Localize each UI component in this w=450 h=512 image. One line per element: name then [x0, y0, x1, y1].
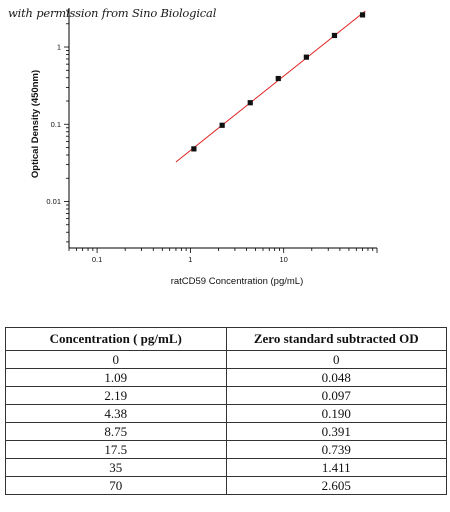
data-point	[303, 54, 309, 60]
cell-concentration: 35	[5, 458, 227, 477]
cell-od: 1.411	[225, 458, 447, 477]
table-row: 2.19 0.097	[5, 386, 447, 405]
chart-axes	[64, 8, 378, 253]
table-body: 0 0 1.09 0.048 2.19 0.097 4.38 0.190 8.75 0.391 17…	[5, 350, 447, 495]
cell-concentration: 70	[5, 476, 227, 495]
header-od: Zero standard subtracted OD	[225, 327, 447, 351]
cell-od: 2.605	[225, 476, 447, 495]
permission-watermark: with permission from Sino Biological	[8, 6, 217, 20]
y-tick-label: 0.01	[46, 197, 61, 206]
table-row: 1.09 0.048	[5, 368, 447, 387]
data-point	[359, 12, 366, 18]
cell-od: 0	[225, 350, 447, 369]
table-header-row: Concentration ( pg/mL) Zero standard sub…	[5, 327, 447, 351]
table-row: 17.5 0.739	[5, 440, 447, 459]
cell-od: 0.391	[225, 422, 447, 441]
x-tick-label: 1	[188, 255, 192, 264]
cell-concentration: 2.19	[5, 386, 227, 405]
data-point	[219, 122, 225, 128]
x-axis-title: ratCD59 Concentration (pg/mL)	[171, 276, 304, 287]
y-tick-label: 1	[57, 43, 61, 52]
x-tick-label: 10	[280, 255, 288, 264]
cell-concentration: 17.5	[5, 440, 227, 459]
data-point	[331, 32, 338, 39]
table-row: 35 1.411	[5, 458, 447, 477]
cell-od: 0.739	[225, 440, 447, 459]
standard-curve-chart: 0.1 1 10 0.01 0.1 1 ratCD59 Concentration (pg/…	[30, 8, 378, 287]
header-concentration: Concentration ( pg/mL)	[5, 327, 227, 351]
cell-concentration: 0	[5, 350, 227, 369]
cell-od: 0.048	[225, 368, 447, 387]
x-tick-label: 0.1	[92, 255, 102, 264]
data-point	[247, 100, 253, 106]
table-row: 70 2.605	[5, 476, 447, 495]
cell-concentration: 4.38	[5, 404, 227, 423]
data-points-group	[191, 12, 366, 152]
data-point	[275, 75, 281, 82]
table-row: 4.38 0.190	[5, 404, 447, 423]
y-tick-label: 0.1	[51, 120, 61, 129]
cell-od: 0.097	[225, 386, 447, 405]
cell-concentration: 1.09	[5, 368, 227, 387]
cell-concentration: 8.75	[5, 422, 227, 441]
table-row: 8.75 0.391	[5, 422, 447, 441]
data-point	[191, 146, 197, 152]
od-data-table: Concentration ( pg/mL) Zero standard sub…	[5, 327, 447, 495]
axis-labels-group: 0.1 1 10 0.01 0.1 1 ratCD59 Concentration (pg/…	[30, 43, 303, 287]
cell-od: 0.190	[225, 404, 447, 423]
y-axis-title: Optical Density (450nm)	[30, 70, 41, 178]
